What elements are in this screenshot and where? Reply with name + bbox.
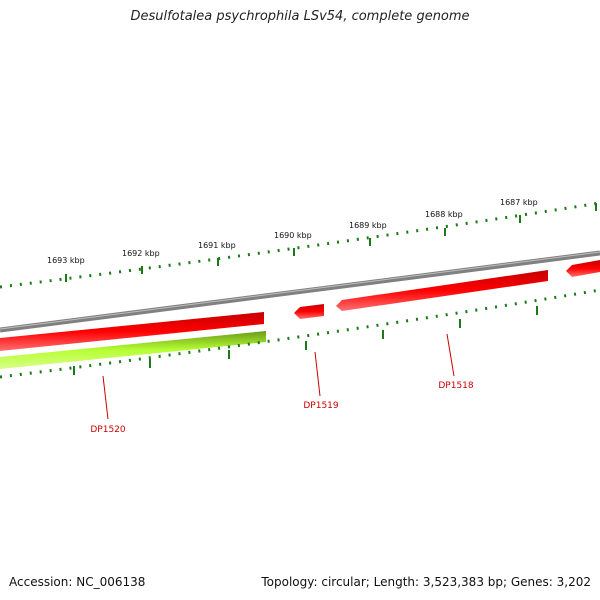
tick-label: 1692 kbp (122, 249, 160, 258)
outer-major-ticks (65, 203, 597, 282)
genome-backbone (0, 250, 600, 333)
tick-label: 1691 kbp (198, 241, 236, 250)
map-title: Desulfotalea psychrophila LSv54, complet… (130, 9, 470, 24)
genome-backbone-highlight (0, 251, 600, 330)
gene-labels: DP1520 DP1519 DP1518 (90, 381, 474, 435)
tick-label: 1690 kbp (274, 231, 312, 240)
gene-DP1519-arrow[interactable] (294, 304, 324, 319)
leader-DP1520 (102, 375, 109, 420)
inner-tick-ring (0, 288, 600, 379)
gene-DP1520-arrow[interactable] (0, 312, 264, 351)
gene-label-DP1519[interactable]: DP1519 (303, 401, 339, 411)
accession-text: Accession: NC_006138 (9, 575, 146, 589)
tick-label: 1687 kbp (500, 198, 538, 207)
leader-DP1518 (446, 333, 455, 377)
tick-label: 1693 kbp (47, 256, 85, 265)
tick-label: 1688 kbp (425, 210, 463, 219)
genome-summary-text: Topology: circular; Length: 3,523,383 bp… (261, 575, 591, 589)
tick-labels: 1693 kbp 1692 kbp 1691 kbp 1690 kbp 1689… (47, 198, 538, 265)
feature-band[interactable] (0, 331, 266, 369)
gene-DP1518-arrow[interactable] (336, 270, 548, 311)
gene-leaders (102, 333, 455, 420)
gene-label-DP1520[interactable]: DP1520 (90, 425, 126, 435)
outer-tick-ring (0, 201, 600, 289)
leader-DP1519 (314, 351, 321, 397)
inner-major-ticks (73, 306, 538, 375)
tick-label: 1689 kbp (349, 221, 387, 230)
gene-label-DP1518[interactable]: DP1518 (438, 381, 474, 391)
gene-next-arrow[interactable] (566, 260, 600, 277)
